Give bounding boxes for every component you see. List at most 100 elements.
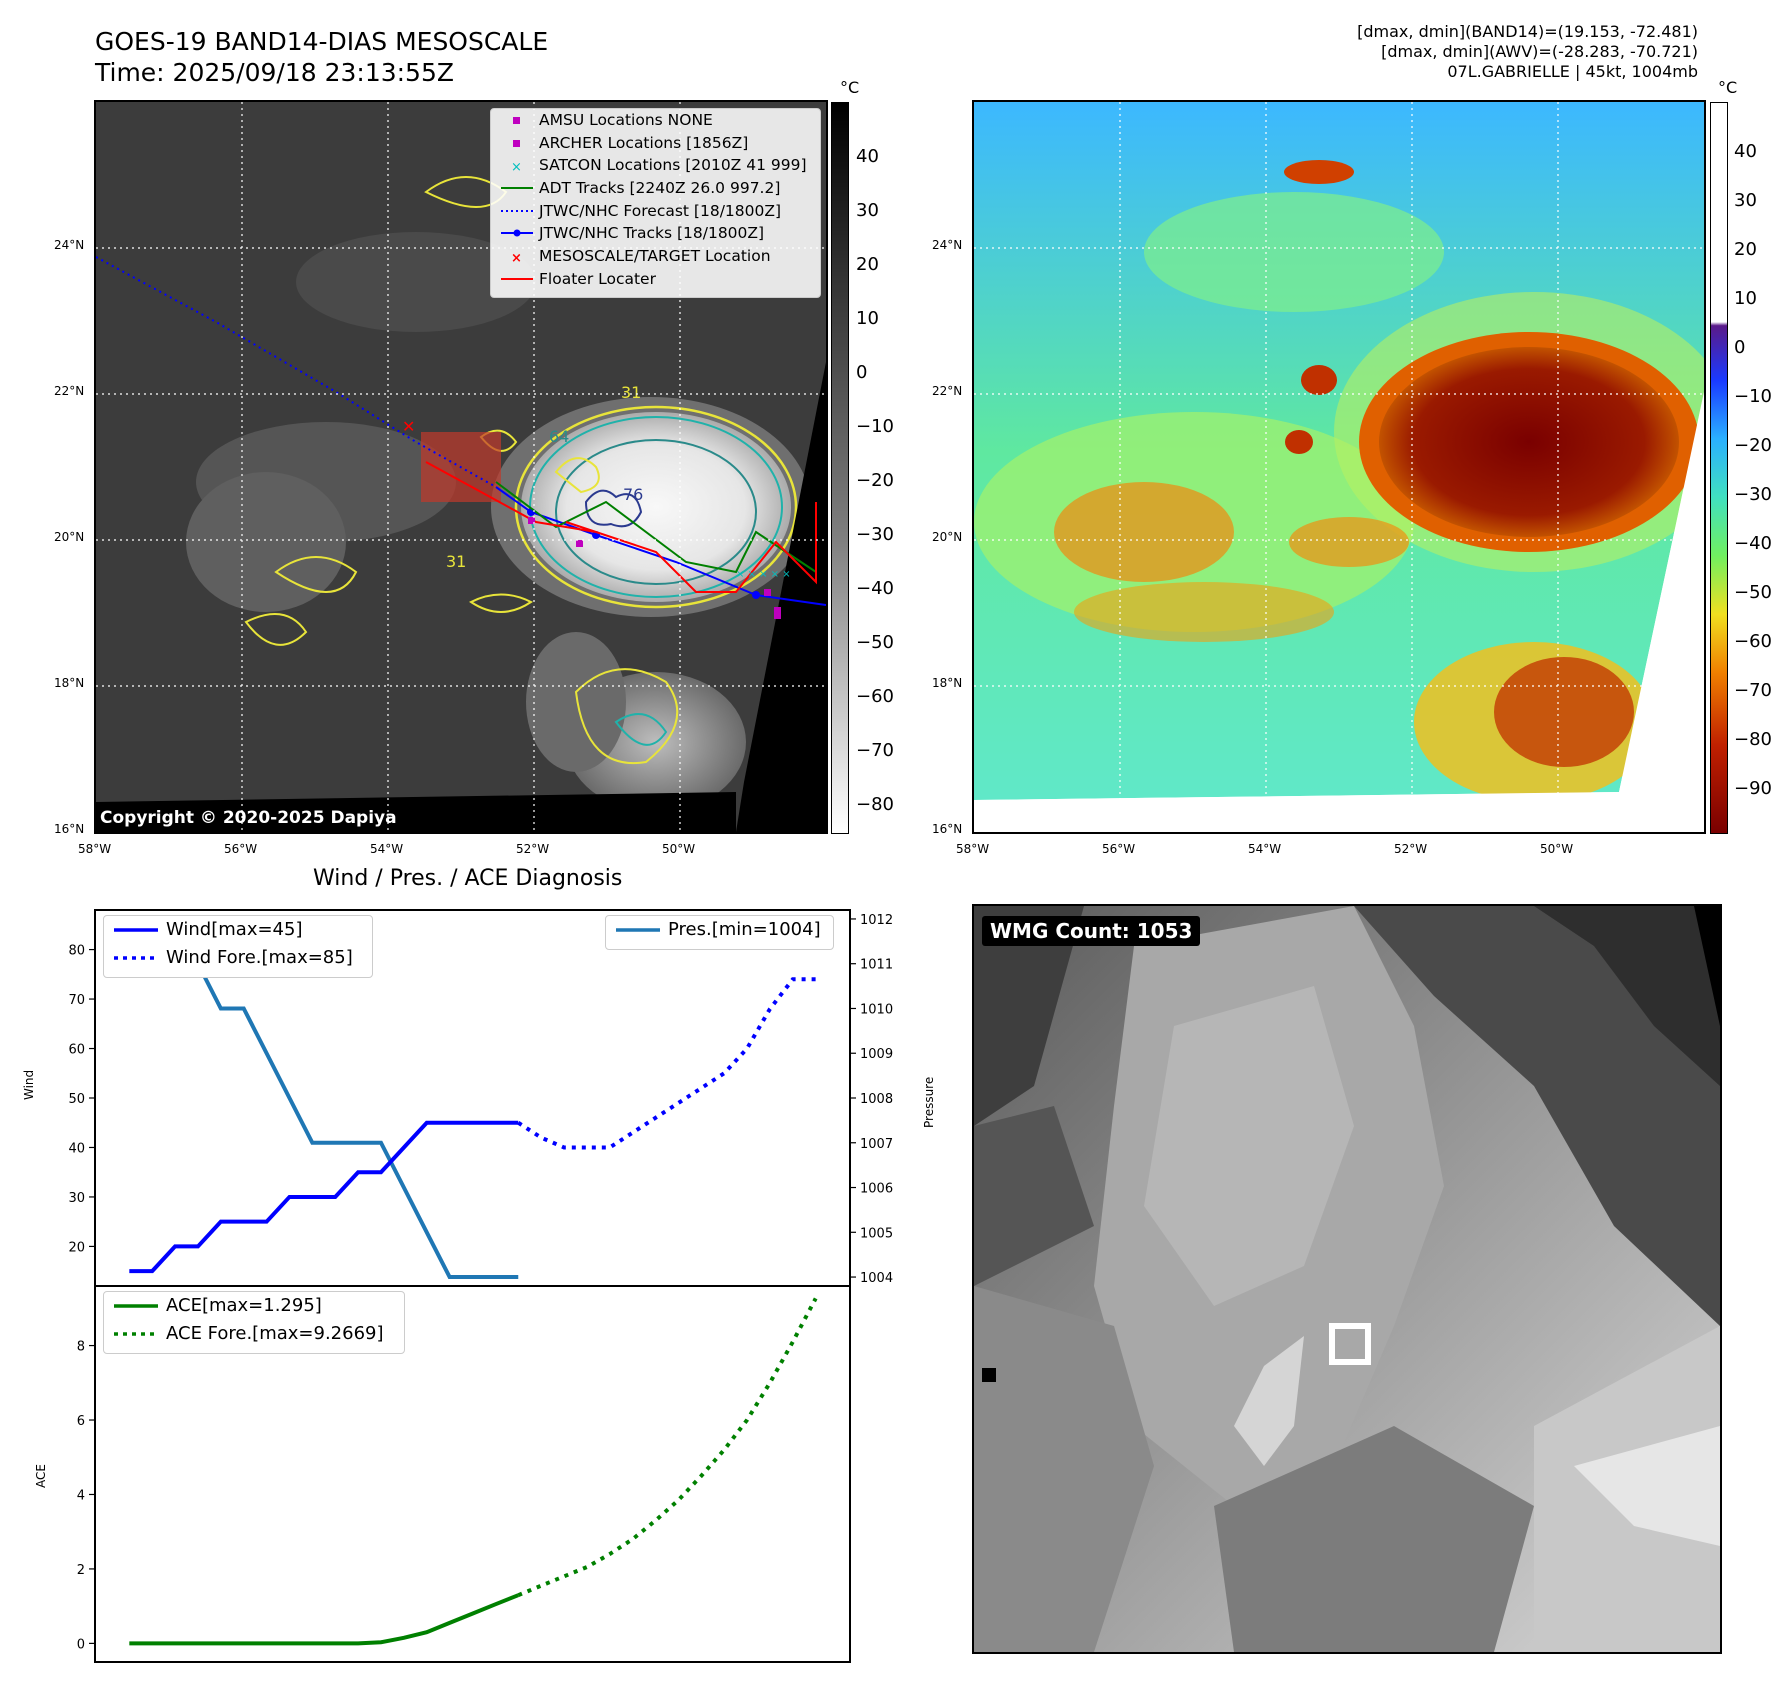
colorbar-tick: −80 — [1734, 729, 1772, 750]
lat-label: 20°N — [54, 530, 85, 544]
lon-label: 56°W — [224, 842, 258, 856]
tick-label: 1011 — [860, 958, 893, 973]
colorbar-tick: −40 — [856, 578, 894, 599]
colorbar-tick: −90 — [1734, 778, 1772, 799]
lat-label: 24°N — [932, 238, 963, 252]
legend-adt: ADT Tracks [2240Z 26.0 997.2] — [501, 179, 781, 198]
svg-text:✕: ✕ — [402, 417, 415, 436]
info-line-2: [dmax, dmin](AWV)=(-28.283, -70.721) — [1381, 42, 1698, 61]
colorbar-tick: 0 — [856, 362, 868, 383]
colorbar-tick: −40 — [1734, 533, 1772, 554]
lon-label: 52°W — [516, 842, 550, 856]
colorbar-tick: 10 — [1734, 288, 1757, 309]
series-line — [129, 1120, 519, 1274]
colorbar-tick: 20 — [1734, 239, 1757, 260]
tick-label: 1007 — [860, 1137, 893, 1152]
tick-label: 1006 — [860, 1182, 893, 1197]
legend-forecast: JTWC/NHC Forecast [18/1800Z] — [501, 201, 782, 220]
tick-label: 4 — [77, 1488, 85, 1503]
color-colorbar — [1710, 102, 1728, 834]
ace-axis-label: ACE — [34, 1464, 48, 1488]
lat-label: 18°N — [932, 676, 963, 690]
ace-legend: ACE[max=1.295] ACE Fore.[max=9.2669] — [103, 1291, 405, 1354]
legend-target: × MESOSCALE/TARGET Location — [511, 247, 771, 267]
svg-text:× × × × ×: × × × × × — [736, 569, 791, 580]
colorbar-unit: °C — [840, 78, 860, 97]
colorbar-unit: °C — [1718, 78, 1738, 97]
tick-label: 2 — [77, 1563, 85, 1578]
colorbar-tick: −60 — [1734, 631, 1772, 652]
band14-map: 31 64 76 31 ✕ × × × × × — [94, 100, 828, 834]
colorbar-tick: −80 — [856, 794, 894, 815]
tick-label: 6 — [77, 1414, 85, 1429]
tick-label: 1010 — [860, 1002, 893, 1017]
legend-amsu: AMSU Locations NONE — [491, 109, 820, 132]
contour-label: 31 — [446, 552, 466, 571]
lon-label: 50°W — [662, 842, 696, 856]
colorbar-tick: 40 — [1734, 141, 1757, 162]
lat-label: 20°N — [932, 530, 963, 544]
series-line — [517, 1297, 818, 1598]
series-line — [517, 977, 816, 1150]
legend-wind: Wind[max=45] — [114, 919, 303, 940]
colorbar-tick: 0 — [1734, 337, 1746, 358]
colorbar-tick: −10 — [1734, 386, 1772, 407]
colorbar-tick: −60 — [856, 686, 894, 707]
time-subtitle: Time: 2025/09/18 23:13:55Z — [95, 58, 454, 87]
tick-label: 60 — [68, 1043, 85, 1058]
wmg-pixel-image — [974, 906, 1720, 1652]
tick-label: 1005 — [860, 1226, 893, 1241]
info-line-3: 07L.GABRIELLE | 45kt, 1004mb — [1447, 62, 1698, 81]
tick-label: 1008 — [860, 1092, 893, 1107]
legend-pressure: Pres.[min=1004] — [616, 919, 821, 940]
awv-map — [972, 100, 1706, 834]
gray-colorbar — [831, 102, 849, 834]
lat-label: 18°N — [54, 676, 85, 690]
lat-label: 24°N — [54, 238, 85, 252]
legend-floater: Floater Locater — [501, 269, 656, 288]
legend-ace-forecast: ACE Fore.[max=9.2669] — [114, 1323, 384, 1344]
wmg-image — [972, 904, 1722, 1654]
tick-label: 8 — [77, 1340, 85, 1355]
ace-plot-frame — [94, 1285, 851, 1663]
colorbar-tick: −10 — [856, 416, 894, 437]
info-line-1: [dmax, dmin](BAND14)=(19.153, -72.481) — [1357, 22, 1698, 41]
diag-title: Wind / Pres. / ACE Diagnosis — [313, 866, 623, 891]
legend-archer: ARCHER Locations [1856Z] — [491, 132, 820, 155]
wmg-count-badge: WMG Count: 1053 — [982, 916, 1201, 946]
tick-label: 30 — [68, 1191, 85, 1206]
colorbar-tick: −20 — [856, 470, 894, 491]
legend-ace: ACE[max=1.295] — [114, 1295, 322, 1316]
tick-label: 80 — [68, 944, 85, 959]
awv-map-image — [974, 102, 1704, 832]
tick-label: 1004 — [860, 1271, 893, 1286]
contour-label: 64 — [549, 427, 569, 446]
lat-label: 22°N — [54, 384, 85, 398]
lon-label: 54°W — [1248, 842, 1282, 856]
tick-label: 70 — [68, 993, 85, 1008]
colorbar-tick: −70 — [1734, 680, 1772, 701]
colorbar-tick: −30 — [856, 524, 894, 545]
legend-satcon: × SATCON Locations [2010Z 41 999] — [511, 156, 807, 176]
map-gridlines — [974, 102, 1704, 832]
colorbar-tick: −30 — [1734, 484, 1772, 505]
lat-label: 16°N — [54, 822, 85, 836]
svg-text:×: × — [511, 160, 522, 175]
contour-label: 31 — [621, 383, 641, 402]
pressure-axis-label: Pressure — [922, 1076, 936, 1128]
colorbar-tick: 30 — [1734, 190, 1757, 211]
svg-text:×: × — [511, 251, 522, 266]
pressure-legend: Pres.[min=1004] — [605, 915, 834, 950]
colorbar-tick: −70 — [856, 740, 894, 761]
wind-axis-label: Wind — [22, 1069, 36, 1100]
lat-label: 16°N — [932, 822, 963, 836]
legend-wind-forecast: Wind Fore.[max=85] — [114, 947, 353, 968]
map-legend: AMSU Locations NONE ARCHER Locations [18… — [490, 108, 821, 298]
colorbar-tick: −50 — [1734, 582, 1772, 603]
lon-label: 58°W — [956, 842, 990, 856]
colorbar-tick: 40 — [856, 146, 879, 167]
tick-label: 1012 — [860, 913, 893, 928]
lon-label: 56°W — [1102, 842, 1136, 856]
lon-label: 58°W — [78, 842, 112, 856]
